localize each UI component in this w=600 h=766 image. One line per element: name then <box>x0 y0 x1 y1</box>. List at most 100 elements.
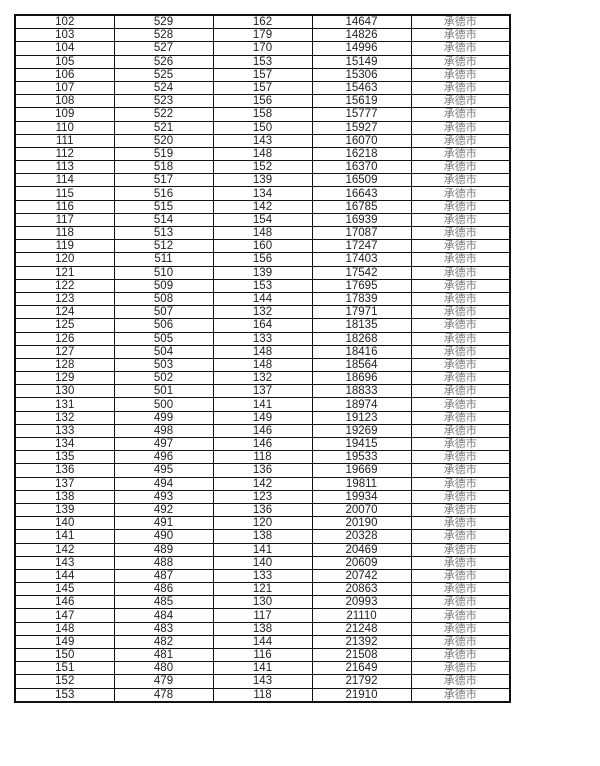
city-cell: 承德市 <box>410 28 511 43</box>
cumulative-cell: 20469 <box>311 542 412 557</box>
rank-cell: 152 <box>14 674 115 689</box>
cumulative-cell: 18268 <box>311 331 412 346</box>
city-cell: 承德市 <box>410 199 511 214</box>
cumulative-cell: 15927 <box>311 120 412 135</box>
score-cell: 481 <box>113 647 214 663</box>
cumulative-cell: 19669 <box>311 463 412 478</box>
cumulative-cell: 14647 <box>311 14 412 30</box>
cumulative-cell: 16509 <box>311 173 412 188</box>
score-cell: 489 <box>113 542 214 557</box>
score-cell: 516 <box>113 186 214 201</box>
cumulative-cell: 20070 <box>311 502 412 518</box>
rank-cell: 111 <box>14 133 115 148</box>
city-cell: 承德市 <box>410 265 511 280</box>
count-cell: 116 <box>212 647 313 663</box>
table-row: 147 484 117 21110 承德市 <box>14 608 511 623</box>
score-cell: 509 <box>113 278 214 293</box>
score-cell: 519 <box>113 146 214 162</box>
table-row: 137 494 142 19811 承德市 <box>14 476 511 491</box>
score-cell: 520 <box>113 133 214 148</box>
score-cell: 517 <box>113 173 214 188</box>
cumulative-cell: 16785 <box>311 199 412 214</box>
count-cell: 179 <box>212 28 313 43</box>
score-cell: 495 <box>113 463 214 478</box>
count-cell: 144 <box>212 291 313 307</box>
cumulative-cell: 18416 <box>311 344 412 359</box>
rank-cell: 134 <box>14 436 115 452</box>
city-cell: 承德市 <box>410 160 511 175</box>
table-row: 103 528 179 14826 承德市 <box>14 28 511 43</box>
table-row: 117 514 154 16939 承德市 <box>14 212 511 228</box>
rank-cell: 126 <box>14 331 115 346</box>
count-cell: 132 <box>212 371 313 386</box>
count-cell: 130 <box>212 595 313 610</box>
count-cell: 141 <box>212 661 313 676</box>
rank-cell: 150 <box>14 647 115 663</box>
cumulative-cell: 21649 <box>311 661 412 676</box>
city-cell: 承德市 <box>410 634 511 650</box>
cumulative-cell: 18135 <box>311 318 412 333</box>
count-cell: 143 <box>212 133 313 148</box>
rank-cell: 145 <box>14 582 115 597</box>
count-cell: 121 <box>212 582 313 597</box>
rank-cell: 128 <box>14 357 115 373</box>
rank-cell: 118 <box>14 225 115 241</box>
rank-cell: 147 <box>14 608 115 623</box>
score-cell: 511 <box>113 252 214 267</box>
rank-cell: 106 <box>14 67 115 82</box>
rank-cell: 139 <box>14 502 115 518</box>
count-cell: 148 <box>212 146 313 162</box>
count-cell: 118 <box>212 450 313 465</box>
count-cell: 139 <box>212 173 313 188</box>
count-cell: 156 <box>212 94 313 109</box>
score-cell: 524 <box>113 80 214 96</box>
city-cell: 承德市 <box>410 14 511 30</box>
score-cell: 487 <box>113 568 214 584</box>
city-cell: 承德市 <box>410 67 511 82</box>
score-cell: 522 <box>113 107 214 122</box>
score-cell: 502 <box>113 371 214 386</box>
rank-cell: 112 <box>14 146 115 162</box>
city-cell: 承德市 <box>410 621 511 636</box>
count-cell: 156 <box>212 252 313 267</box>
city-cell: 承德市 <box>410 133 511 148</box>
count-cell: 133 <box>212 568 313 584</box>
table-row: 116 515 142 16785 承德市 <box>14 199 511 214</box>
cumulative-cell: 17087 <box>311 225 412 241</box>
score-cell: 508 <box>113 291 214 307</box>
count-cell: 136 <box>212 463 313 478</box>
table-row: 108 523 156 15619 承德市 <box>14 94 511 109</box>
count-cell: 123 <box>212 489 313 504</box>
rank-cell: 153 <box>14 687 115 703</box>
city-cell: 承德市 <box>410 318 511 333</box>
rank-cell: 133 <box>14 423 115 439</box>
rank-cell: 138 <box>14 489 115 504</box>
cumulative-cell: 19811 <box>311 476 412 491</box>
score-cell: 514 <box>113 212 214 228</box>
cumulative-cell: 17403 <box>311 252 412 267</box>
cumulative-cell: 14996 <box>311 41 412 56</box>
count-cell: 143 <box>212 674 313 689</box>
count-cell: 146 <box>212 436 313 452</box>
count-cell: 148 <box>212 357 313 373</box>
count-cell: 141 <box>212 397 313 412</box>
cumulative-cell: 21248 <box>311 621 412 636</box>
score-cell: 523 <box>113 94 214 109</box>
rank-cell: 113 <box>14 160 115 175</box>
score-cell: 486 <box>113 582 214 597</box>
score-cell: 529 <box>113 14 214 30</box>
score-cell: 526 <box>113 54 214 69</box>
rank-cell: 127 <box>14 344 115 359</box>
cumulative-cell: 21392 <box>311 634 412 650</box>
rank-cell: 110 <box>14 120 115 135</box>
score-cell: 507 <box>113 305 214 320</box>
rank-cell: 102 <box>14 14 115 30</box>
score-cell: 518 <box>113 160 214 175</box>
city-cell: 承德市 <box>410 463 511 478</box>
city-cell: 承德市 <box>410 423 511 439</box>
table-row: 131 500 141 18974 承德市 <box>14 397 511 412</box>
score-cell: 496 <box>113 450 214 465</box>
cumulative-cell: 20328 <box>311 529 412 544</box>
city-cell: 承德市 <box>410 608 511 623</box>
score-cell: 499 <box>113 410 214 425</box>
